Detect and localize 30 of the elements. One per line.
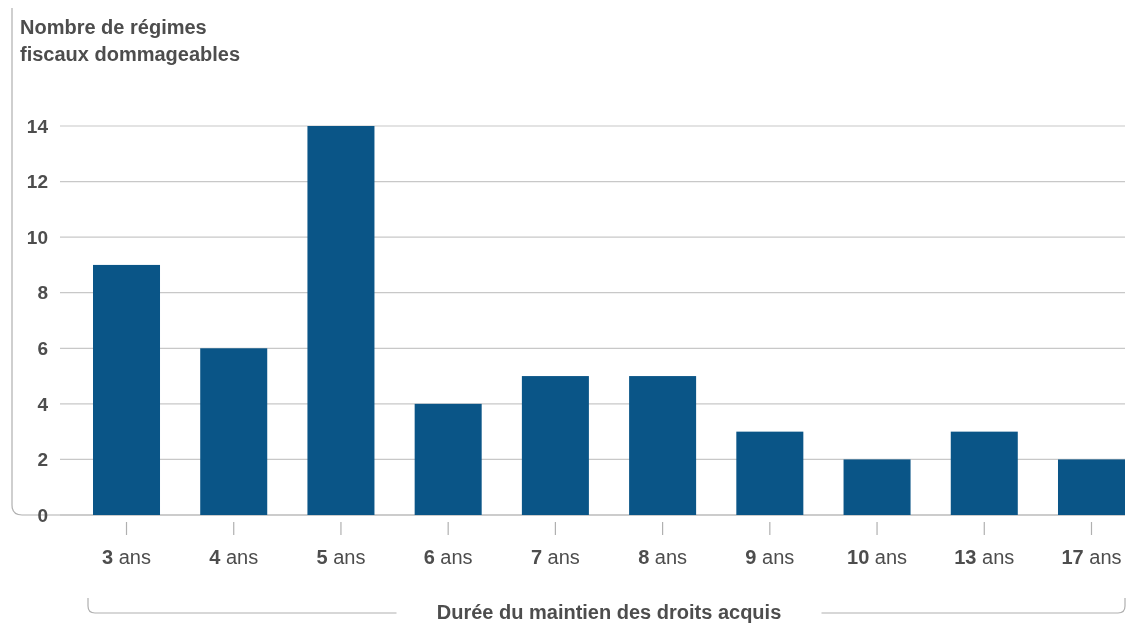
x-tick-label: 4 ans [209,546,259,568]
y-tick-label: 10 [26,226,48,248]
bar [521,376,589,515]
y-tick-label: 4 [37,393,49,415]
y-tick-label: 12 [26,171,48,193]
x-tick-label: 9 ans [745,546,795,568]
x-tick-label: 8 ans [638,546,688,568]
y-tick-label: 2 [37,449,48,471]
bar [843,459,911,515]
y-tick-label: 14 [26,115,49,137]
bar [629,376,697,515]
x-tick-label: 6 ans [423,546,473,568]
bar [200,348,268,515]
bar [736,431,804,515]
y-tick-label: 8 [37,282,48,304]
y-tick-label: 6 [37,337,48,359]
x-axis-title: Durée du maintien des droits acquis [436,601,782,623]
bar [1057,459,1125,515]
y-tick-label: 0 [37,504,48,526]
x-tick-label: 13 ans [954,546,1015,568]
bar [414,403,482,515]
x-tick-label: 7 ans [530,546,580,568]
bar [950,431,1018,515]
x-tick-label: 5 ans [316,546,366,568]
bar [93,264,161,515]
x-tick-label: 3 ans [102,546,151,568]
y-axis-title: Nombre de régimes fiscaux dommageables [20,16,241,65]
x-tick-label: 10 ans [847,546,908,568]
bar [307,126,375,515]
x-tick-label: 17 ans [1061,546,1122,568]
